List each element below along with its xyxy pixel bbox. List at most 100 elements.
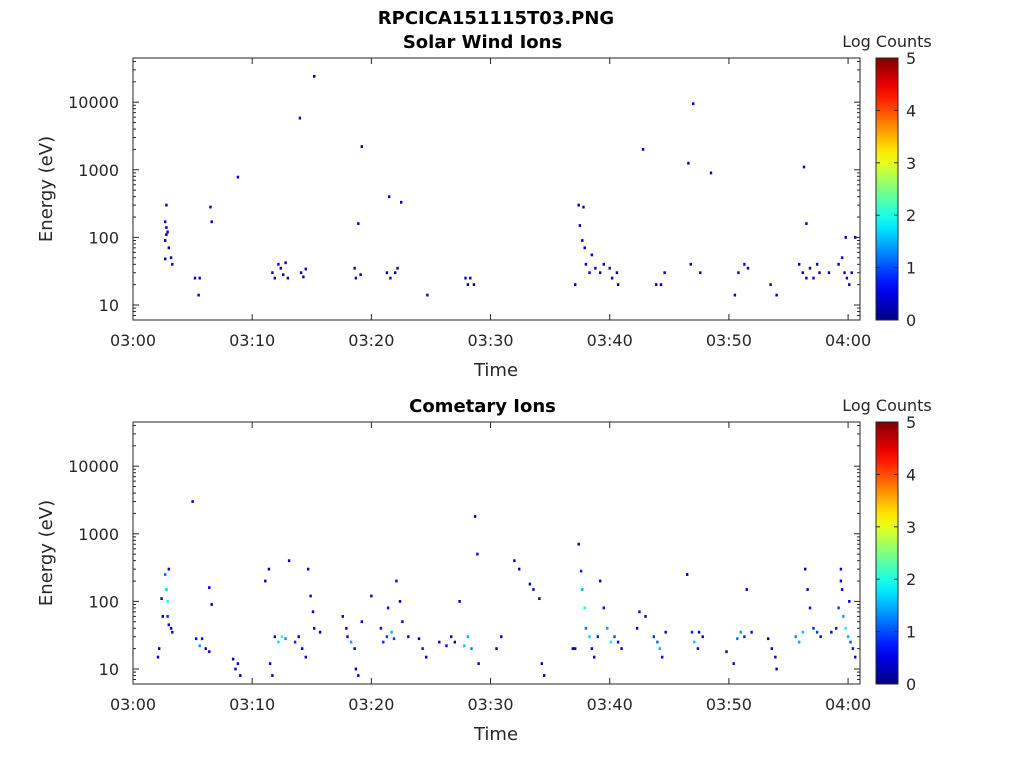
- heatmap-cell: [210, 603, 213, 606]
- heatmap-cell: [284, 261, 287, 265]
- heatmap-cell: [581, 588, 584, 591]
- heatmap-cell: [388, 195, 391, 199]
- heatmap-cell: [638, 610, 641, 614]
- heatmap-cell: [360, 620, 363, 624]
- heatmap-cell: [840, 588, 844, 591]
- heatmap-cell: [767, 637, 770, 641]
- heatmap-cell: [844, 626, 847, 630]
- x-tick-label: 04:00: [825, 695, 871, 714]
- heatmap-cell: [543, 674, 546, 677]
- heatmap-cell: [357, 222, 360, 225]
- heatmap-cell: [385, 635, 389, 639]
- heatmap-cell: [842, 615, 845, 618]
- heatmap-cell: [438, 640, 441, 644]
- heatmap-cell: [273, 635, 276, 639]
- x-tick-label: 03:30: [467, 331, 513, 350]
- heatmap-cell: [164, 239, 167, 242]
- heatmap-cell: [313, 626, 316, 630]
- colorbar-tick-label: 4: [906, 101, 916, 120]
- colorbar-tick-label: 0: [906, 311, 916, 330]
- heatmap-cell: [532, 588, 535, 591]
- heatmap-cell: [164, 220, 167, 224]
- heatmap-cell: [304, 267, 307, 271]
- heatmap-cell: [745, 588, 748, 591]
- heatmap-cell: [830, 630, 833, 634]
- heatmap-cell: [200, 637, 204, 641]
- colorbar-tick-label: 0: [906, 675, 916, 694]
- heatmap-cell: [161, 615, 164, 618]
- axes-frame: [132, 57, 861, 321]
- heatmap-cell: [346, 635, 349, 639]
- heatmap-cell: [268, 662, 272, 665]
- heatmap-cell: [464, 276, 467, 280]
- heatmap-cell: [382, 640, 385, 644]
- heatmap-cell: [392, 637, 396, 641]
- x-tick-label: 03:30: [467, 695, 513, 714]
- y-tick-label: 100: [88, 228, 119, 247]
- heatmap-cell: [236, 175, 240, 179]
- heatmap-cell: [204, 647, 207, 650]
- heatmap-cell: [743, 635, 746, 639]
- heatmap-cell: [593, 655, 596, 659]
- heatmap-cell: [279, 266, 282, 270]
- heatmap-cell: [195, 637, 198, 641]
- heatmap-cell: [370, 594, 373, 598]
- heatmap-cell: [848, 600, 851, 603]
- heatmap-cell: [164, 573, 167, 576]
- panel-title: Solar Wind Ions: [403, 32, 562, 53]
- heatmap-cell: [450, 635, 453, 639]
- heatmap-cell: [588, 271, 591, 275]
- heatmap-cell: [608, 266, 611, 270]
- heatmap-cell: [166, 600, 169, 603]
- heatmap-cell: [277, 640, 280, 644]
- heatmap-cell: [590, 253, 594, 257]
- x-tick-label: 03:10: [229, 695, 275, 714]
- x-tick-label: 03:00: [110, 695, 156, 714]
- heatmap-cell: [239, 674, 242, 677]
- panel-title: Cometary Ions: [409, 396, 556, 417]
- heatmap-cell: [812, 276, 815, 280]
- heatmap-cell: [733, 293, 737, 297]
- heatmap-cell: [398, 600, 402, 603]
- x-tick-label: 03:20: [348, 331, 394, 350]
- heatmap-cell: [477, 662, 480, 665]
- heatmap-cell: [616, 640, 620, 644]
- heatmap-cell: [845, 276, 849, 280]
- heatmap-cell: [469, 276, 472, 280]
- heatmap-cell: [271, 271, 274, 275]
- heatmap-cell: [353, 647, 356, 650]
- y-tick-label: 10: [99, 660, 119, 679]
- x-tick-label: 04:00: [825, 331, 871, 350]
- heatmap-cell: [609, 640, 613, 644]
- x-tick-label: 03:20: [348, 695, 394, 714]
- colorbar: [875, 421, 899, 685]
- y-axis-label: Energy (eV): [36, 136, 57, 242]
- heatmap-cell: [472, 283, 476, 286]
- heatmap-cell: [354, 276, 358, 280]
- heatmap-cell: [801, 271, 804, 275]
- heatmap-cell: [453, 640, 456, 644]
- heatmap-cell: [801, 630, 804, 634]
- heatmap-cell: [844, 236, 847, 239]
- heatmap-cell: [583, 246, 586, 250]
- panel-solar-wind-ions: 03:00 03:10 03:20 03:30 03:40 03:50 04:0010100…: [36, 32, 932, 381]
- heatmap-cell: [518, 567, 521, 571]
- heatmap-cell: [354, 667, 358, 671]
- heatmap-cell: [620, 647, 623, 650]
- heatmap-cell: [167, 623, 170, 627]
- heatmap-cell: [692, 102, 695, 106]
- y-tick-label: 1000: [78, 525, 119, 544]
- heatmap-cell: [794, 635, 797, 639]
- heatmap-cell: [385, 271, 389, 275]
- heatmap-cell: [286, 276, 290, 280]
- heatmap-cell: [297, 635, 300, 639]
- x-tick-label: 03:40: [587, 331, 633, 350]
- heatmap-cell: [357, 674, 360, 677]
- heatmap-cell: [850, 271, 853, 275]
- heatmap-cell: [806, 588, 809, 591]
- heatmap-cell: [664, 630, 667, 634]
- heatmap-cell: [701, 635, 704, 639]
- heatmap-cell: [579, 569, 583, 573]
- colorbar-tick-label: 1: [906, 623, 916, 642]
